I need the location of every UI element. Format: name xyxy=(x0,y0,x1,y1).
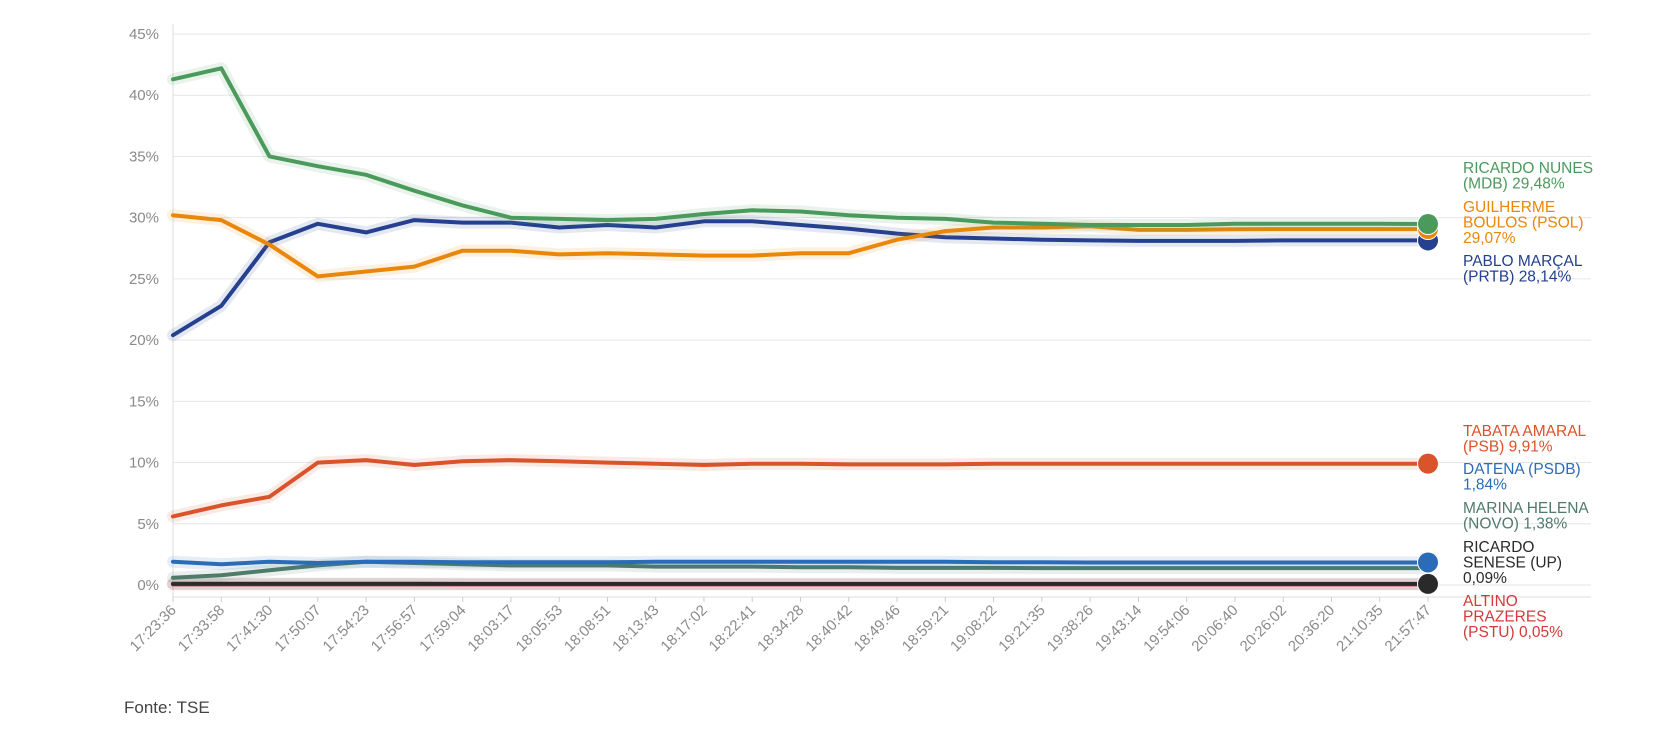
end-label: (MDB) 29,48% xyxy=(1463,176,1565,193)
end-label: TABATA AMARAL xyxy=(1463,423,1587,440)
chart-svg: 0% 5% 10% 15% 20% 25% 30% 35% 40% 45% 17:23:3617:3… xyxy=(127,24,1593,655)
end-label: 0,09% xyxy=(1463,570,1507,587)
end-dot xyxy=(1418,214,1438,235)
x-tick-label: 18:34:28 xyxy=(754,602,807,655)
x-tick-label: 18:17:02 xyxy=(657,602,710,655)
x-tick-label: 20:06:40 xyxy=(1188,602,1241,655)
x-tick-label: 19:08:22 xyxy=(947,602,1000,655)
x-tick-label: 18:03:17 xyxy=(464,602,517,655)
y-tick-label: 10% xyxy=(129,455,159,472)
end-label: (PSTU) 0,05% xyxy=(1463,624,1563,641)
end-dot xyxy=(1418,453,1438,474)
x-tick-label: 19:38:26 xyxy=(1044,602,1097,655)
x-tick-label: 19:43:14 xyxy=(1092,602,1145,655)
y-tick-label: 30% xyxy=(129,210,159,227)
end-label: (NOVO) 1,38% xyxy=(1463,516,1567,533)
x-tick-label: 17:50:07 xyxy=(271,602,324,655)
end-label: RICARDO NUNES xyxy=(1463,160,1593,177)
y-tick-label: 35% xyxy=(129,148,159,165)
x-tick-label: 18:59:21 xyxy=(899,602,952,655)
x-tick-label: 20:36:20 xyxy=(1285,602,1338,655)
series-line xyxy=(171,559,1430,567)
series-line xyxy=(171,66,1430,227)
x-tick-label: 21:10:35 xyxy=(1333,602,1386,655)
x-tick-label: 18:40:42 xyxy=(802,602,855,655)
x-tick-label: 17:41:30 xyxy=(223,602,276,655)
end-dot xyxy=(1418,552,1438,573)
end-label: GUILHERME xyxy=(1463,199,1555,216)
y-tick-label: 20% xyxy=(129,332,159,349)
x-tick-label: 19:21:35 xyxy=(995,602,1048,655)
end-label: SENESE (UP) xyxy=(1463,555,1562,572)
x-tick-label: 17:56:57 xyxy=(368,602,421,655)
series-line xyxy=(171,218,1430,338)
x-tick-label: 18:08:51 xyxy=(561,602,614,655)
end-label: BOULOS (PSOL) xyxy=(1463,215,1584,232)
series-halo xyxy=(167,62,1434,231)
y-tick-label: 5% xyxy=(137,516,159,533)
x-tick-label: 18:05:53 xyxy=(513,602,566,655)
series-halo xyxy=(167,454,1434,523)
end-label: (PSB) 9,91% xyxy=(1463,439,1553,456)
series-line xyxy=(171,213,1430,279)
source-note: Fonte: TSE xyxy=(124,698,210,717)
end-label: PRAZERES xyxy=(1463,609,1547,626)
end-label: ALTINO xyxy=(1463,593,1518,610)
y-tick-label: 15% xyxy=(129,393,159,410)
end-dot xyxy=(1418,573,1438,594)
end-label: PABLO MARÇAL xyxy=(1463,253,1583,270)
end-label: MARINA HELENA xyxy=(1463,500,1589,517)
x-tick-label: 19:54:06 xyxy=(1140,602,1193,655)
x-tick-label: 17:54:23 xyxy=(320,602,373,655)
x-tick-label: 17:59:04 xyxy=(416,602,469,655)
end-label: RICARDO xyxy=(1463,539,1534,556)
end-label: (PRTB) 28,14% xyxy=(1463,269,1571,286)
x-tick-label: 17:33:58 xyxy=(175,602,228,655)
x-tick-label: 18:49:46 xyxy=(851,602,904,655)
y-tick-label: 0% xyxy=(137,577,159,594)
x-tick-label: 17:23:36 xyxy=(127,602,180,655)
y-tick-label: 25% xyxy=(129,271,159,288)
x-tick-label: 18:13:43 xyxy=(609,602,662,655)
x-tick-label: 21:57:47 xyxy=(1382,602,1435,655)
y-tick-label: 40% xyxy=(129,87,159,104)
end-label: DATENA (PSDB) xyxy=(1463,461,1581,478)
x-tick-label: 20:26:02 xyxy=(1237,602,1290,655)
end-label: 1,84% xyxy=(1463,477,1507,494)
y-tick-label: 45% xyxy=(129,26,159,43)
series-line xyxy=(171,458,1430,519)
line-chart: 0% 5% 10% 15% 20% 25% 30% 35% 40% 45% 17:23:36 17:3… xyxy=(127,24,1593,655)
x-tick-label: 18:22:41 xyxy=(706,602,759,655)
end-label: 29,07% xyxy=(1463,230,1516,247)
